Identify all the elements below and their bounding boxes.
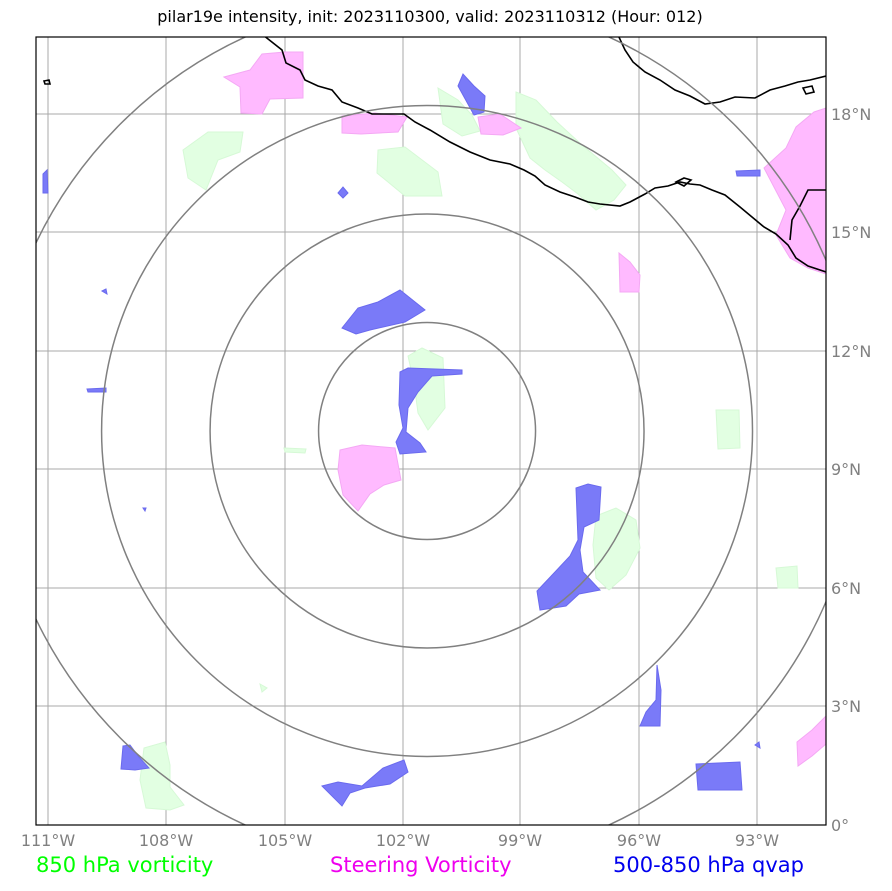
blue-area (395, 367, 463, 455)
lon-tick-label: 93°W (735, 831, 779, 850)
lon-tick-label: 99°W (498, 831, 542, 850)
green-area (259, 682, 268, 693)
coastline (42, 37, 826, 273)
green-area (283, 447, 307, 454)
blue-area (735, 169, 761, 177)
pink-area (341, 112, 408, 135)
green-area (376, 146, 443, 197)
blue-area (337, 186, 349, 199)
mexico-coastline (264, 37, 826, 273)
pink-area (763, 107, 826, 275)
green-area (715, 409, 741, 450)
blue-area (321, 759, 409, 807)
pink-area (618, 251, 641, 293)
lat-tick-label: 0° (831, 816, 849, 835)
blue-area (142, 507, 147, 513)
island (674, 177, 693, 187)
lon-tick-labels: 111°W 108°W 105°W 102°W 99°W 96°W 93°W (21, 831, 779, 850)
lon-tick-label: 105°W (258, 831, 313, 850)
guatemala-border (789, 189, 826, 241)
lat-tick-label: 12°N (831, 342, 871, 361)
mexico-gulf-coastline (618, 37, 826, 105)
lat-tick-label: 3°N (831, 697, 861, 716)
blue-area (754, 741, 761, 749)
vorticity-850-areas (139, 87, 799, 811)
green-area (515, 91, 627, 211)
blue-area (536, 483, 602, 611)
gridlines (36, 37, 826, 825)
distance-ring (100, 104, 754, 758)
lat-tick-labels: 0° 3°N 6°N 9°N 12°N 15°N 18°N (831, 105, 871, 835)
blue-area (42, 168, 49, 194)
blue-area (341, 289, 426, 335)
pink-area (337, 444, 402, 512)
legend-qvap: 500-850 hPa qvap (613, 853, 804, 877)
green-area (775, 565, 799, 589)
blue-area (695, 761, 743, 791)
blue-area (639, 664, 662, 727)
plot-frame (35, 36, 827, 826)
island (42, 79, 52, 85)
legend-850-vorticity: 850 hPa vorticity (36, 853, 214, 877)
green-area (592, 507, 641, 591)
lon-tick-label: 111°W (21, 831, 76, 850)
blue-area (86, 387, 107, 393)
steering-vorticity-areas (222, 51, 826, 767)
lat-tick-label: 6°N (831, 579, 861, 598)
blue-area (120, 744, 151, 771)
map-layer (36, 37, 826, 825)
distance-rings (36, 37, 826, 825)
distance-ring (317, 321, 537, 541)
green-area (182, 131, 244, 191)
lon-tick-label: 96°W (617, 831, 661, 850)
blue-area (457, 73, 486, 116)
lon-tick-label: 108°W (139, 831, 194, 850)
lat-tick-label: 18°N (831, 105, 871, 124)
island (801, 85, 816, 95)
blue-area (100, 288, 108, 296)
pink-area (796, 715, 826, 767)
lat-tick-label: 15°N (831, 223, 871, 242)
plot-title: pilar19e intensity, init: 2023110300, va… (157, 7, 703, 26)
qvap-areas (42, 73, 761, 807)
pink-area (477, 113, 523, 136)
green-area (139, 741, 185, 811)
lon-tick-label: 102°W (376, 831, 431, 850)
lat-tick-label: 9°N (831, 460, 861, 479)
distance-ring (209, 213, 645, 649)
legend-steering-vorticity: Steering Vorticity (330, 853, 512, 877)
pink-area (222, 51, 304, 115)
